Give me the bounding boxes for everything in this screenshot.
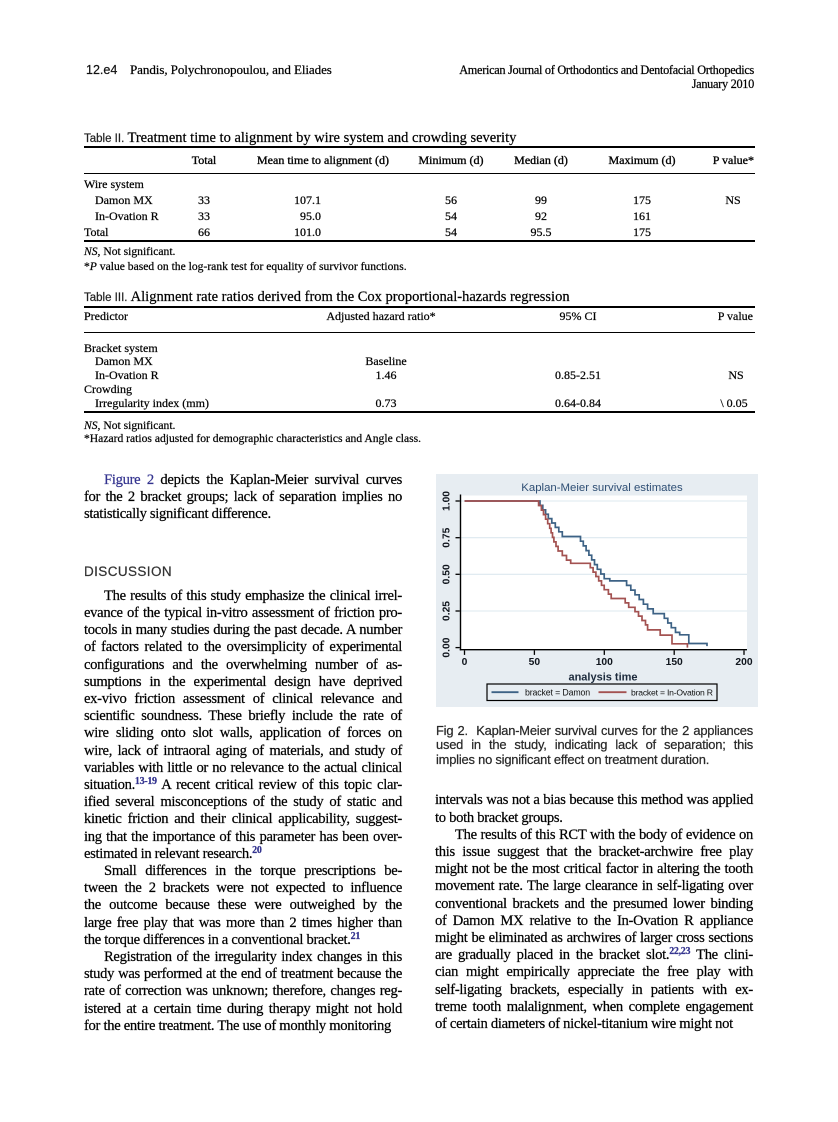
svg-text:Kaplan-Meier survival estimate: Kaplan-Meier survival estimates <box>521 482 683 494</box>
svg-text:1.00: 1.00 <box>442 491 453 511</box>
svg-text:bracket = In-Ovation R: bracket = In-Ovation R <box>631 688 713 698</box>
svg-text:0: 0 <box>462 657 468 668</box>
svg-text:50: 50 <box>529 657 541 668</box>
svg-text:200: 200 <box>735 657 752 668</box>
svg-text:analysis time: analysis time <box>568 672 637 684</box>
svg-text:100: 100 <box>596 657 613 668</box>
svg-text:0.25: 0.25 <box>442 601 453 621</box>
svg-text:150: 150 <box>666 657 683 668</box>
svg-text:0.75: 0.75 <box>442 527 453 547</box>
svg-text:0.00: 0.00 <box>442 637 453 657</box>
svg-text:0.50: 0.50 <box>442 564 453 584</box>
svg-text:bracket = Damon: bracket = Damon <box>525 688 590 698</box>
